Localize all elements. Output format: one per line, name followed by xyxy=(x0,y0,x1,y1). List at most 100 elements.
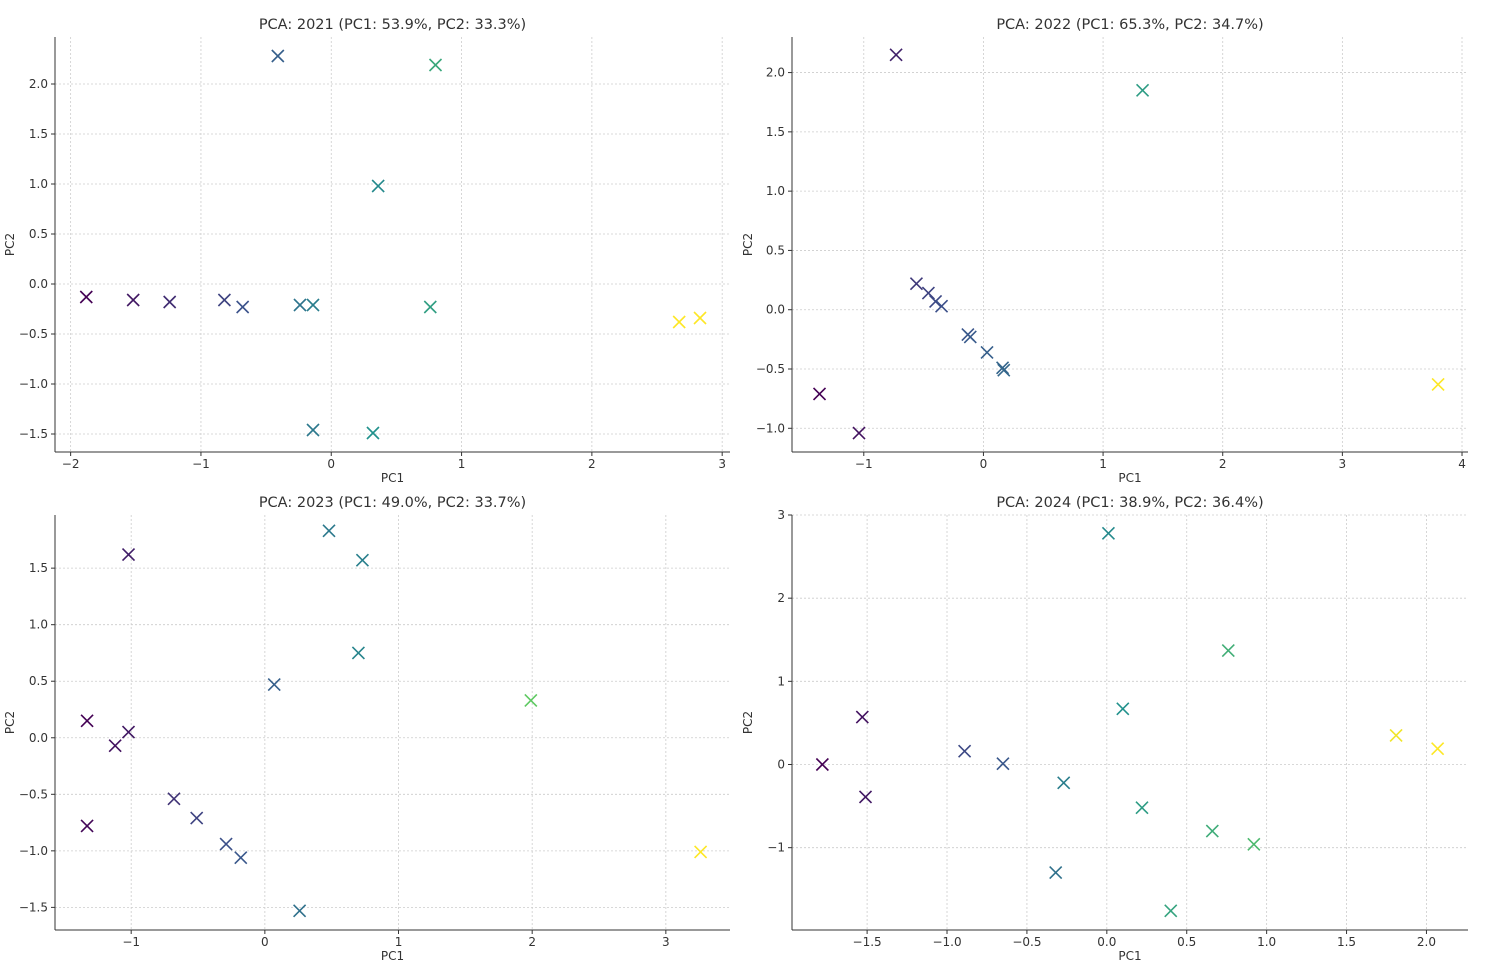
y-tick-label: 0.0 xyxy=(766,303,785,317)
data-point xyxy=(997,363,1011,377)
panel-title: PCA: 2023 (PC1: 49.0%, PC2: 33.7%) xyxy=(259,495,526,511)
y-tick-label: 1.5 xyxy=(29,127,48,141)
x-tick-label: 1 xyxy=(458,457,466,471)
y-tick-label: 0.0 xyxy=(29,731,48,745)
x-tick-label: −1 xyxy=(122,935,140,949)
data-point xyxy=(351,646,365,660)
y-tick-label: 2 xyxy=(777,591,785,605)
x-tick-label: 1.0 xyxy=(1257,935,1276,949)
data-point xyxy=(190,811,204,825)
data-point xyxy=(980,345,994,359)
y-tick-label: −1 xyxy=(767,841,785,855)
y-tick-label: 1.0 xyxy=(766,184,785,198)
y-tick-label: −1.0 xyxy=(19,377,48,391)
data-point xyxy=(366,426,380,440)
x-tick-label: 1.5 xyxy=(1337,935,1356,949)
pca-panel-1: −1 0 1 2 3 4 −1.0 −0.5 0.0 0.5 1.0 1.5 2.0 PCA: 2022 … xyxy=(741,17,1468,485)
data-point xyxy=(889,48,903,62)
panel-title: PCA: 2024 (PC1: 38.9%, PC2: 36.4%) xyxy=(996,495,1263,511)
y-tick-label: −1.0 xyxy=(19,844,48,858)
data-point xyxy=(958,744,972,758)
y-tick-label: 1.5 xyxy=(766,125,785,139)
x-tick-label: 3 xyxy=(662,935,670,949)
data-point xyxy=(1135,83,1150,97)
x-axis-label: PC1 xyxy=(381,471,404,485)
data-point xyxy=(1049,866,1063,880)
data-point xyxy=(1116,702,1130,716)
x-axis-label: PC1 xyxy=(1118,471,1141,485)
data-point xyxy=(423,300,437,314)
y-tick-label: 0.5 xyxy=(29,227,48,241)
panel-title: PCA: 2021 (PC1: 53.9%, PC2: 33.3%) xyxy=(259,17,526,33)
y-tick-label: 1 xyxy=(777,674,785,688)
y-tick-label: 0.0 xyxy=(29,277,48,291)
x-tick-label: 2 xyxy=(1219,457,1227,471)
data-point xyxy=(693,311,707,325)
y-axis-label: PC2 xyxy=(3,233,17,256)
data-point xyxy=(1389,728,1403,742)
data-point xyxy=(1205,824,1219,838)
data-point xyxy=(1247,837,1261,851)
pca-panel-2: −1 0 1 2 3 −1.5 −1.0 −0.5 0.0 0.5 1.0 1.5 PCA: 2023 … xyxy=(3,495,730,963)
y-tick-label: −0.5 xyxy=(756,362,785,376)
data-point xyxy=(293,298,307,312)
data-point xyxy=(1101,526,1115,540)
x-tick-label: 0 xyxy=(327,457,335,471)
x-tick-label: −1 xyxy=(192,457,210,471)
y-tick-label: 0.5 xyxy=(766,243,785,257)
data-point xyxy=(306,298,320,312)
y-tick-label: 3 xyxy=(777,508,785,522)
x-tick-label: 3 xyxy=(1339,457,1347,471)
y-tick-label: 1.0 xyxy=(29,618,48,632)
x-tick-label: 0.0 xyxy=(1097,935,1116,949)
x-tick-label: 0 xyxy=(261,935,269,949)
y-axis-label: PC2 xyxy=(741,233,755,256)
data-point xyxy=(909,277,923,291)
data-point xyxy=(1431,377,1445,391)
y-tick-label: −0.5 xyxy=(19,327,48,341)
data-point xyxy=(217,293,231,307)
data-point xyxy=(234,851,248,865)
data-point xyxy=(306,423,320,437)
data-point xyxy=(428,58,443,72)
data-point xyxy=(355,553,369,567)
y-tick-label: −0.5 xyxy=(19,787,48,801)
data-point xyxy=(1431,742,1445,756)
x-tick-label: 4 xyxy=(1458,457,1466,471)
pca-panel-0: −2 −1 0 1 2 3 −1.5 −1.0 −0.5 0.0 0.5 1.0 1.5 2.0 PCA: … xyxy=(3,17,730,485)
x-tick-label: 2.0 xyxy=(1417,935,1436,949)
data-point xyxy=(996,361,1010,375)
data-point xyxy=(929,294,943,308)
data-point xyxy=(1057,776,1071,790)
y-tick-label: 0.5 xyxy=(29,674,48,688)
y-axis-label: PC2 xyxy=(741,711,755,734)
y-tick-label: −1.0 xyxy=(756,421,785,435)
x-tick-label: −1 xyxy=(855,457,873,471)
data-point xyxy=(121,548,136,562)
data-point xyxy=(108,739,122,753)
x-tick-label: −1.0 xyxy=(932,935,961,949)
data-point xyxy=(963,330,977,344)
x-tick-label: 2 xyxy=(588,457,596,471)
data-point xyxy=(121,725,136,739)
x-tick-label: 1 xyxy=(1099,457,1107,471)
data-point xyxy=(80,819,94,833)
data-point xyxy=(371,179,385,193)
x-tick-label: 1 xyxy=(395,935,403,949)
data-point xyxy=(858,790,873,804)
x-tick-label: 3 xyxy=(718,457,726,471)
data-point xyxy=(1164,904,1178,918)
pca-panel-3: −1.5 −1.0 −0.5 0.0 0.5 1.0 1.5 2.0 −1 0 1 2 3 PCA: 20… xyxy=(741,495,1468,963)
data-point xyxy=(163,295,177,309)
data-point xyxy=(80,714,94,728)
x-tick-label: −0.5 xyxy=(1012,935,1041,949)
data-point xyxy=(812,387,827,401)
data-point xyxy=(996,757,1010,771)
data-point xyxy=(219,837,233,851)
data-point xyxy=(267,678,281,692)
panel-title: PCA: 2022 (PC1: 65.3%, PC2: 34.7%) xyxy=(996,17,1263,33)
data-point xyxy=(293,904,307,918)
data-point xyxy=(815,757,829,772)
